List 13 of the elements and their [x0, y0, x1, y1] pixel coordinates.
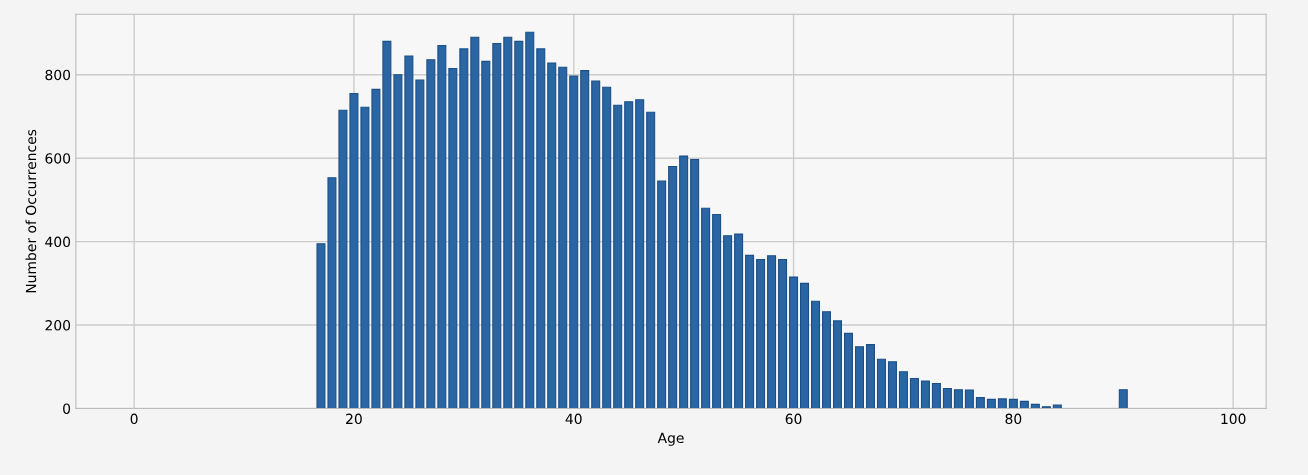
y-tick-label: 200 [45, 320, 71, 331]
x-tick-label: 60 [785, 413, 802, 425]
y-tick-label: 400 [45, 236, 71, 248]
x-tick-label: 20 [346, 413, 362, 425]
y-tick-label: 600 [45, 153, 71, 164]
y-tick-label: 800 [45, 69, 71, 81]
y-tick-label: 0 [63, 403, 71, 414]
x-tick-label: 80 [1005, 413, 1022, 425]
x-tick-label: 100 [1221, 413, 1246, 425]
x-axis-title: Age [657, 432, 684, 446]
y-axis-title: Number of Occurrences [25, 129, 37, 293]
x-tick-label: 0 [130, 413, 138, 425]
x-tick-label: 40 [565, 413, 582, 425]
